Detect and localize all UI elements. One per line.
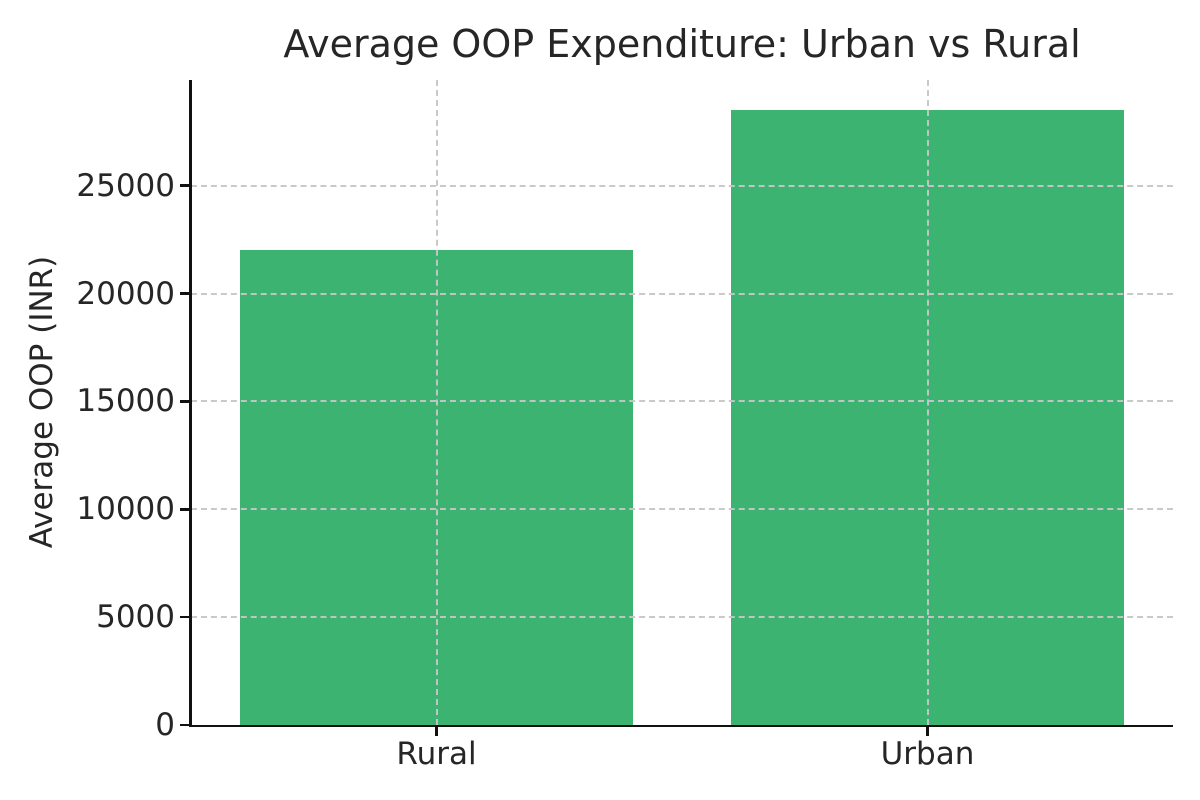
chart-title: Average OOP Expenditure: Urban vs Rural bbox=[283, 22, 1081, 66]
y-tick-label: 15000 bbox=[76, 383, 175, 420]
y-tick-label: 0 bbox=[155, 707, 175, 743]
plot-area: 0 5000 10000 15000 20000 25000 Rural Urban bbox=[76, 80, 1173, 772]
y-axis-label: Average OOP (INR) bbox=[24, 255, 60, 549]
y-tick-label: 20000 bbox=[76, 275, 175, 312]
x-gridline bbox=[435, 80, 438, 725]
y-gridline bbox=[191, 292, 1173, 295]
y-tick bbox=[180, 508, 189, 511]
y-gridline bbox=[191, 616, 1173, 619]
y-tick-label: 5000 bbox=[96, 599, 175, 636]
y-gridline bbox=[191, 400, 1173, 403]
x-axis-line bbox=[189, 724, 1173, 727]
x-tick bbox=[435, 727, 438, 736]
y-axis-line bbox=[189, 80, 192, 727]
y-gridline bbox=[191, 508, 1173, 511]
x-tick bbox=[926, 727, 929, 736]
x-tick-label-rural: Rural bbox=[396, 736, 477, 772]
x-gridline bbox=[926, 80, 929, 725]
y-tick-label: 10000 bbox=[76, 491, 175, 528]
y-tick bbox=[180, 400, 189, 403]
y-tick bbox=[180, 184, 189, 187]
y-tick bbox=[180, 723, 189, 727]
y-tick-label: 25000 bbox=[76, 167, 175, 204]
y-tick bbox=[180, 615, 189, 619]
y-tick bbox=[180, 292, 189, 295]
y-gridline bbox=[191, 184, 1173, 187]
x-tick-label-urban: Urban bbox=[880, 736, 975, 772]
